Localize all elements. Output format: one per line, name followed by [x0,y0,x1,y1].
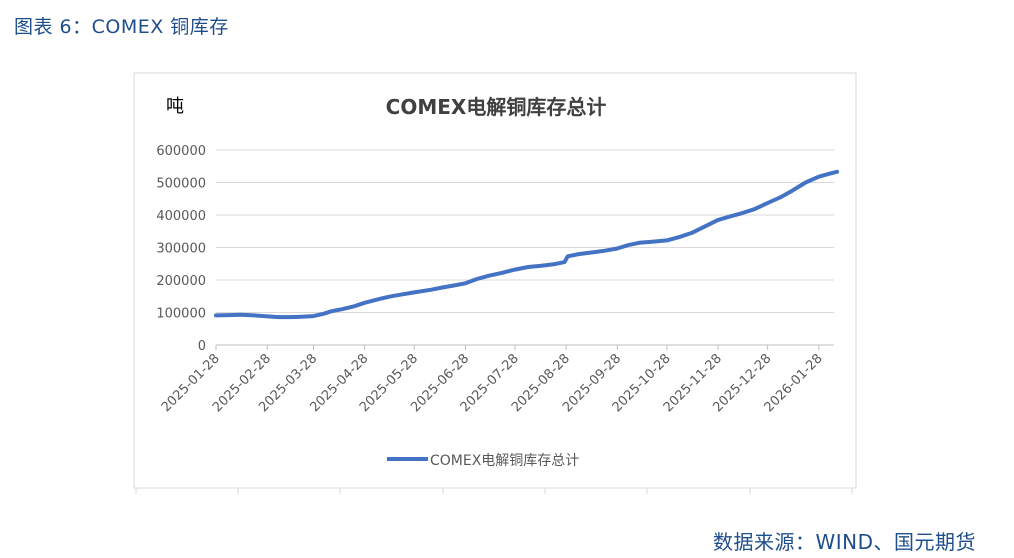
y-axis-tick-labels: 0 100000 200000 300000 400000 500000 600000 [156,144,206,354]
y-tick-label: 400000 [156,209,206,224]
chart-title: COMEX电解铜库存总计 [386,95,607,119]
y-tick-label: 300000 [156,242,206,257]
y-tick-label: 500000 [156,177,206,192]
series-layer [214,169,839,320]
line-chart: COMEX电解铜库存总计 吨 0 100000 200000 300000 400000… [133,72,857,494]
figure-caption: 图表 6：COMEX 铜库存 [14,16,229,38]
y-axis-unit-label: 吨 [166,96,184,117]
gridlines [216,149,834,346]
legend: COMEX电解铜库存总计 [387,453,579,469]
y-tick-label: 200000 [156,274,206,289]
bottom-axis-ticks [135,488,853,494]
series-line [214,169,839,320]
y-tick-label: 100000 [156,307,206,322]
legend-label: COMEX电解铜库存总计 [430,453,579,469]
y-tick-label: 600000 [156,144,206,159]
y-tick-label: 0 [198,339,206,354]
data-source-note: 数据来源：WIND、国元期货 [712,530,976,554]
